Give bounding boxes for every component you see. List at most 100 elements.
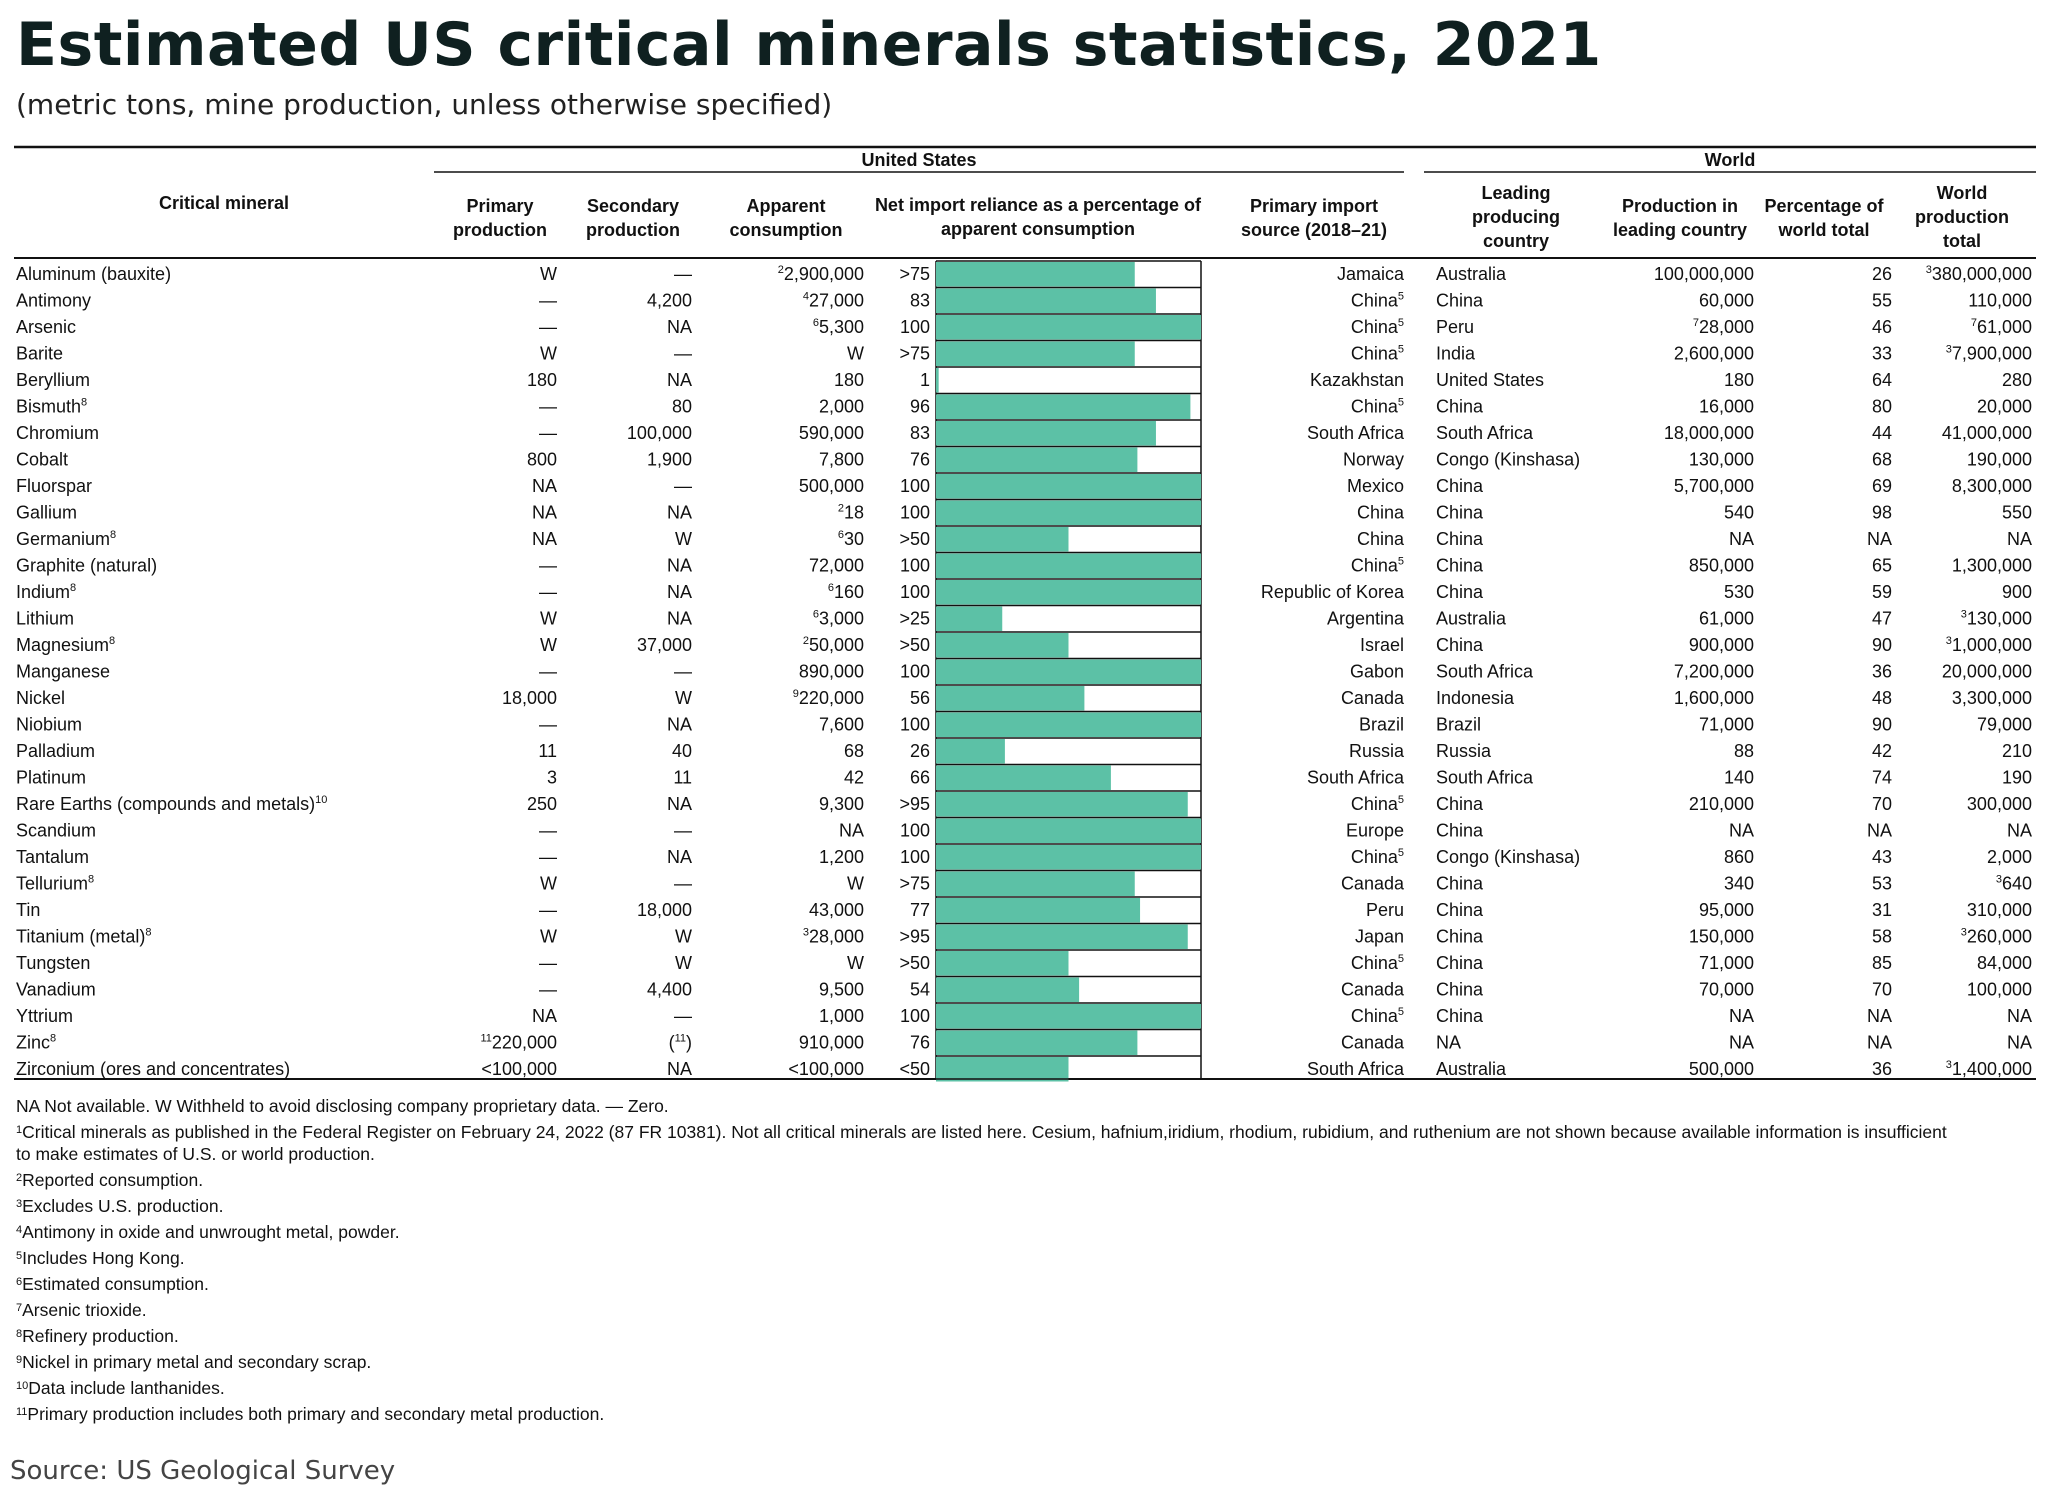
production-leading-value: 5,700,000 [1674,476,1754,496]
footnote: 2Reported consumption. [16,1170,204,1190]
nir-label: 100 [900,847,930,867]
world-production-value: 20,000 [1977,397,2032,417]
leading-country: China [1436,900,1484,920]
nir-label: 77 [910,900,930,920]
nir-label: >95 [899,927,930,947]
production-leading-value: 900,000 [1689,635,1754,655]
notes-list: 1Critical minerals as published in the F… [16,1121,2036,1425]
secondary-production-value: NA [667,370,692,390]
notes-legend: NA Not available. W Withheld to avoid di… [16,1096,669,1116]
header-secondary-production: production [586,220,680,240]
header-world-production-total: World [1937,183,1988,203]
apparent-consumption-value: 9,500 [819,980,864,1000]
import-source: Mexico [1347,476,1404,496]
mineral-name: Lithium [16,609,74,629]
primary-production-value: — [539,900,557,920]
production-leading-value: 71,000 [1699,953,1754,973]
nir-label: 100 [900,821,930,841]
production-leading-value: 530 [1724,582,1754,602]
apparent-consumption-value: 1,200 [819,847,864,867]
nir-label: 100 [900,503,930,523]
primary-production-value: — [539,953,557,973]
import-source: Japan [1355,927,1404,947]
footnote: 11Primary production includes both prima… [16,1404,605,1424]
header-apparent-consumption: Apparent [746,196,825,216]
header-primary-production: production [453,220,547,240]
apparent-consumption-value: W [847,874,864,894]
mineral-name: Fluorspar [16,476,92,496]
percentage-world-value: 85 [1872,953,1892,973]
secondary-production-value: — [674,662,692,682]
import-source: Canada [1341,980,1405,1000]
secondary-production-value: NA [667,1059,692,1079]
percentage-world-value: NA [1867,1006,1892,1026]
leading-country: China [1436,529,1484,549]
mineral-name: Manganese [16,662,110,682]
secondary-production-value: — [674,821,692,841]
nir-label: 66 [910,768,930,788]
header-percentage-world-total: Percentage of [1764,196,1884,216]
world-production-value: 3,300,000 [1952,688,2032,708]
chart-title: Estimated US critical minerals statistic… [16,10,1602,80]
primary-production-value: — [539,980,557,1000]
apparent-consumption-value: 250,000 [803,635,864,655]
import-source: Peru [1366,900,1404,920]
world-production-value: 280 [2002,370,2032,390]
header-primary-production: Primary [466,196,533,216]
production-leading-value: 180 [1724,370,1754,390]
primary-production-value: — [539,662,557,682]
leading-country: Peru [1436,317,1474,337]
leading-country: South Africa [1436,423,1534,443]
apparent-consumption-value: 22,900,000 [778,264,864,284]
nir-label: >50 [899,953,930,973]
nir-bar [936,633,1069,658]
import-source: Canada [1341,688,1405,708]
secondary-production-value: W [675,953,692,973]
leading-country: China [1436,927,1484,947]
mineral-name: Cobalt [16,450,68,470]
secondary-production-value: NA [667,556,692,576]
nir-label: 100 [900,1006,930,1026]
production-leading-value: 60,000 [1699,291,1754,311]
footnote: 3Excludes U.S. production. [16,1196,224,1216]
nir-label: 100 [900,317,930,337]
mineral-name: Niobium [16,715,82,735]
apparent-consumption-value: W [847,953,864,973]
leading-country: China [1436,1006,1484,1026]
leading-country: China [1436,794,1484,814]
header-world-production-total: total [1943,231,1981,251]
mineral-name: Tin [16,900,40,920]
primary-production-value: — [539,556,557,576]
mineral-name: Aluminum (bauxite) [16,264,171,284]
import-source: China [1357,503,1405,523]
nir-bar [936,580,1201,605]
mineral-name: Titanium (metal)8 [16,927,151,947]
apparent-consumption-value: 630 [838,529,864,549]
percentage-world-value: 69 [1872,476,1892,496]
apparent-consumption-value: 63,000 [813,609,864,629]
nir-bar [936,739,1005,764]
footnotes: NA Not available. W Withheld to avoid di… [16,1095,2036,1425]
mineral-name: Nickel [16,688,65,708]
leading-country: South Africa [1436,768,1534,788]
world-production-value: 300,000 [1967,794,2032,814]
percentage-world-value: 46 [1872,317,1892,337]
apparent-consumption-value: 1,000 [819,1006,864,1026]
import-source: South Africa [1307,423,1405,443]
primary-production-value: 11 [538,741,557,761]
leading-country: China [1436,582,1484,602]
production-leading-value: 71,000 [1699,715,1754,735]
primary-production-value: NA [532,529,557,549]
production-leading-value: 340 [1724,874,1754,894]
nir-bar [936,288,1156,313]
nir-bar [936,1057,1069,1082]
mineral-name: Barite [16,344,63,364]
mineral-name: Palladium [16,741,95,761]
leading-country: Russia [1436,741,1492,761]
nir-bar [936,951,1069,976]
world-production-value: 31,400,000 [1946,1059,2032,1079]
production-leading-value: 18,000,000 [1664,423,1754,443]
world-production-value: 3260,000 [1961,927,2032,947]
source-credit: Source: US Geological Survey [10,1456,396,1486]
footnote: 9Nickel in primary metal and secondary s… [16,1352,372,1372]
